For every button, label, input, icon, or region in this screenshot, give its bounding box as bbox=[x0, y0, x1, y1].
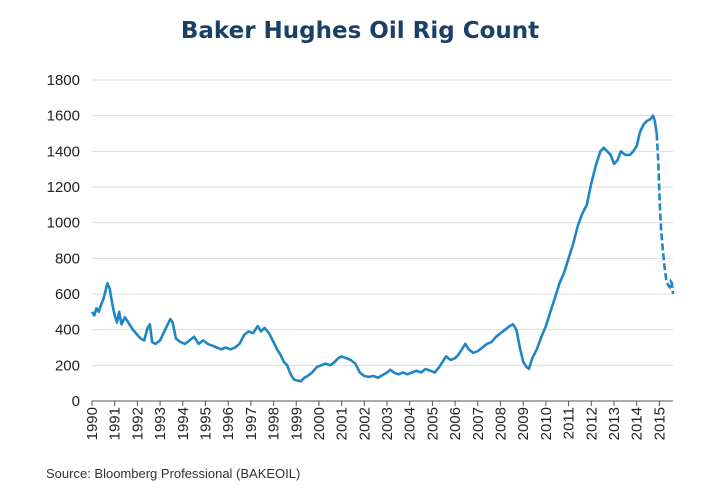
y-tick-label: 600 bbox=[55, 286, 80, 303]
series-group bbox=[90, 114, 675, 383]
x-tick-label: 2000 bbox=[311, 407, 328, 440]
x-tick-label: 2006 bbox=[447, 407, 464, 440]
x-tick-label: 1998 bbox=[266, 407, 283, 440]
y-tick-label: 1800 bbox=[47, 72, 80, 89]
x-tick-label: 2001 bbox=[334, 407, 351, 440]
x-tick-label: 1994 bbox=[175, 407, 192, 440]
x-tick-label: 2004 bbox=[402, 407, 419, 440]
x-tick-label: 1996 bbox=[220, 407, 237, 440]
y-tick-label: 1200 bbox=[47, 179, 80, 196]
x-tick-label: 2008 bbox=[493, 407, 510, 440]
x-tick-label: 2014 bbox=[629, 407, 646, 440]
x-tick-label: 2012 bbox=[583, 407, 600, 440]
x-tick-label: 2005 bbox=[424, 407, 441, 440]
x-tick-label: 1999 bbox=[288, 407, 305, 440]
x-tick-label: 2011 bbox=[561, 407, 578, 439]
rig-count-line-dashed bbox=[655, 133, 675, 295]
x-tick-label: 2013 bbox=[606, 407, 623, 440]
grid-lines bbox=[92, 79, 673, 366]
x-tick-label: 1997 bbox=[243, 407, 260, 440]
chart-title: Baker Hughes Oil Rig Count bbox=[180, 18, 540, 44]
y-tick-label: 1400 bbox=[47, 143, 80, 160]
x-tick-label: 2003 bbox=[379, 407, 396, 440]
y-tick-label: 200 bbox=[55, 357, 80, 374]
y-tick-label: 1600 bbox=[47, 108, 80, 125]
y-tick-label: 400 bbox=[55, 322, 80, 339]
x-axis-tick-labels: 1990 1991 1992 1993 1994 1995 1996 1997 1998 1999… bbox=[84, 401, 668, 440]
x-tick-label: 2015 bbox=[651, 407, 668, 440]
rig-count-line bbox=[90, 114, 658, 383]
x-tick-label: 1991 bbox=[107, 407, 124, 440]
x-tick-label: 2009 bbox=[515, 407, 532, 440]
y-tick-label: 0 bbox=[72, 393, 80, 410]
x-tick-label: 1995 bbox=[197, 407, 214, 440]
x-tick-label: 1993 bbox=[152, 407, 169, 440]
x-tick-label: 2002 bbox=[356, 407, 373, 440]
x-tick-label: 2007 bbox=[470, 407, 487, 440]
y-axis-tick-labels: 0 200 400 600 800 1000 1200 1400 1600 1800 bbox=[47, 72, 80, 410]
y-tick-label: 800 bbox=[55, 250, 80, 267]
source-note: Source: Bloomberg Professional (BAKEOIL) bbox=[46, 466, 301, 481]
y-tick-label: 1000 bbox=[47, 215, 80, 232]
x-tick-label: 1992 bbox=[129, 407, 146, 440]
x-tick-label: 2010 bbox=[538, 407, 555, 440]
x-tick-label: 1990 bbox=[84, 407, 101, 440]
